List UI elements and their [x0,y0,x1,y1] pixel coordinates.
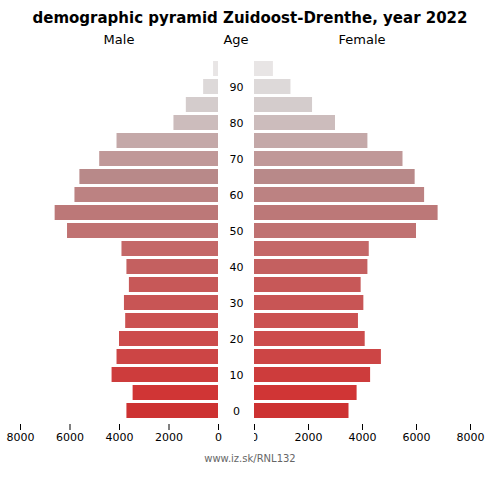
svg-text:4000: 4000 [349,431,377,444]
svg-text:90: 90 [230,81,244,94]
html-text:demographic pyramid Zuidoost-D: demographic pyramid Zuidoost-Drenthe, ye… [32,9,468,27]
svg-text:8000: 8000 [457,431,485,444]
html-text:Female: Female [338,32,386,47]
svg-text:40: 40 [230,261,244,274]
svg-text:0: 0 [233,405,240,418]
svg-text:60: 60 [230,189,244,202]
svg-text:50: 50 [230,225,244,238]
svg-text:4000: 4000 [106,431,134,444]
html-text:Male: Male [103,32,135,47]
svg-text:6000: 6000 [403,431,431,444]
svg-text:6000: 6000 [56,431,84,444]
html-text:www.iz.sk/RNL132: www.iz.sk/RNL132 [204,453,296,464]
svg-text:0: 0 [254,431,258,444]
svg-text:30: 30 [230,297,244,310]
svg-text:0: 0 [215,431,222,444]
html-text:Age: Age [223,32,249,47]
svg-text:8000: 8000 [7,431,35,444]
svg-text:10: 10 [230,369,244,382]
svg-text:20: 20 [230,333,244,346]
svg-text:2000: 2000 [155,431,183,444]
svg-text:2000: 2000 [295,431,323,444]
svg-text:70: 70 [230,153,244,166]
svg-text:80: 80 [230,117,244,130]
